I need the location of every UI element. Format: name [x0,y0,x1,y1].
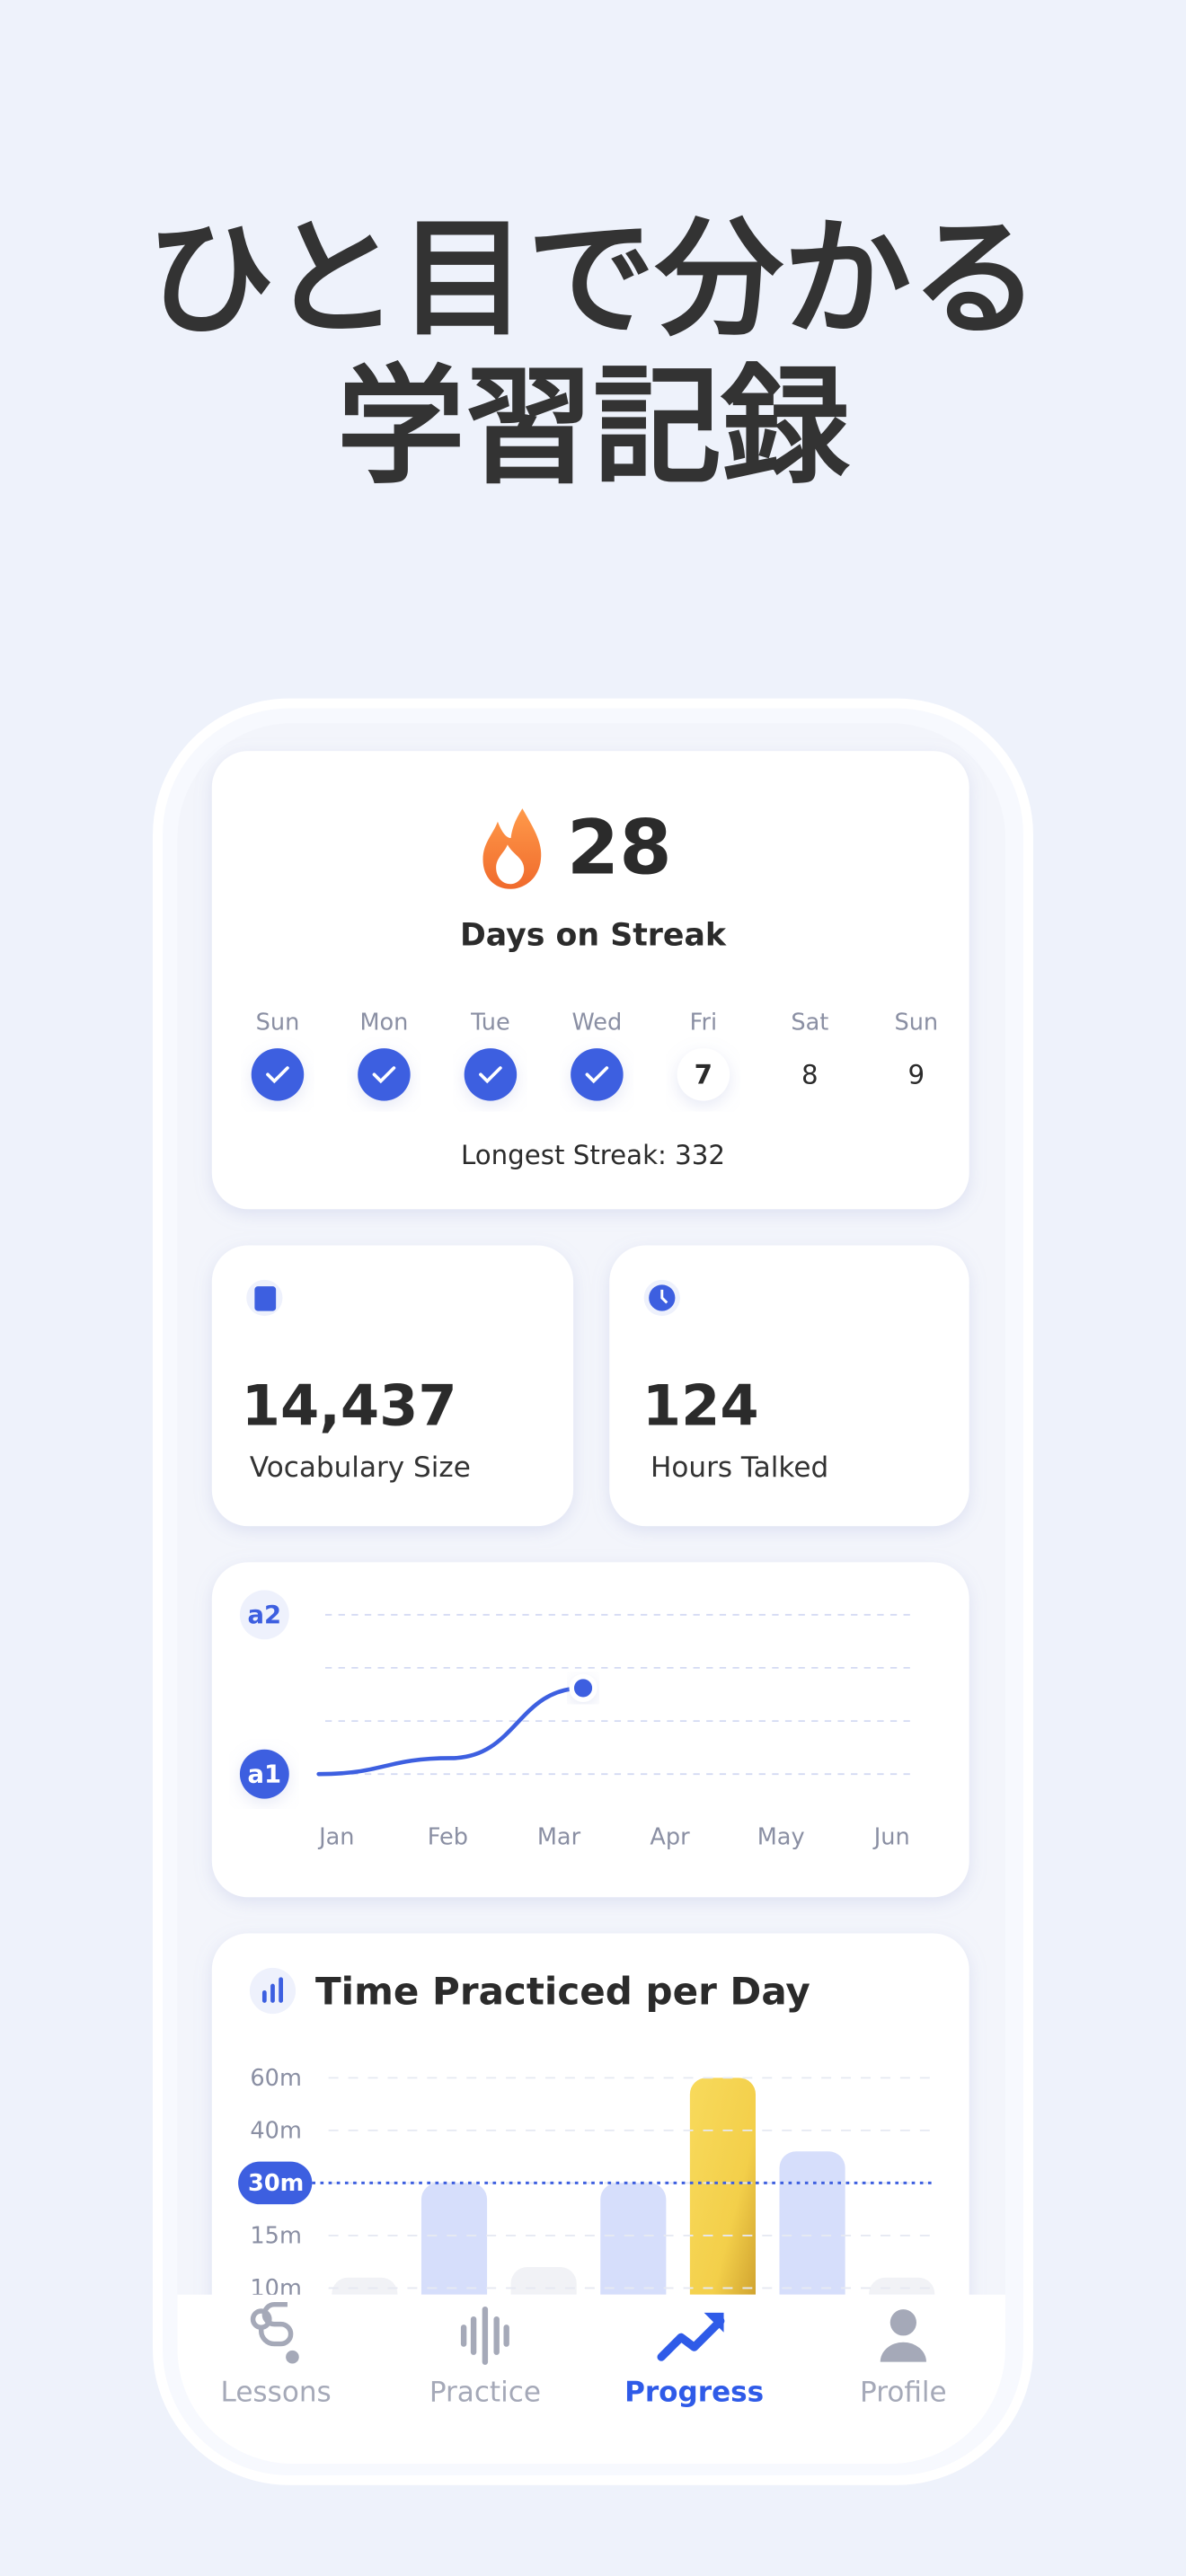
y-tick-label: 30m [248,2170,304,2197]
y-tick-label: 60m [250,2065,301,2092]
icon-part [258,2301,294,2347]
day-name: Sun [894,1010,938,1037]
icon-part [657,2316,725,2361]
y-tick-label: 40m [250,2118,301,2145]
headline: 学習記録 [337,352,851,501]
level-card [211,1562,969,1898]
x-tick-label: Apr [650,1823,690,1850]
bar [689,2078,756,2295]
book-icon [254,1286,277,1311]
level-badge [239,1749,289,1799]
bar [420,2183,488,2295]
tab-bar-bg [177,2294,1005,2465]
day-name: Sun [256,1010,300,1037]
streak-label: Days on Streak [460,918,727,954]
tab-label[interactable]: Progress [624,2376,764,2408]
day-name: Tue [470,1010,510,1037]
stat-label: Hours Talked [651,1451,828,1484]
x-tick-label: Mar [537,1823,581,1850]
tab-icon [460,2306,509,2365]
day-name: Fri [690,1010,717,1037]
y-tick-label: 15m [250,2223,301,2250]
headline: ひと目で分かる [146,205,1040,354]
icon-part [890,2309,916,2336]
day-date: 9 [907,1060,925,1090]
day-name: Sat [791,1010,828,1037]
bar [600,2183,667,2295]
chart-title: Time Practiced per Day [315,1970,810,2014]
flame-icon-inner [496,844,525,885]
streak-count: 28 [567,803,672,891]
x-tick-label: Feb [428,1823,468,1850]
tab-bar: Lessons Practice Progress Profile [177,2294,1005,2465]
y-tick-label: a1 [248,1760,282,1788]
bars [332,2078,935,2295]
longest-streak: Longest Streak: 332 [461,1140,725,1170]
y-tick-label: a2 [248,1601,282,1629]
bar [869,2277,935,2295]
tab-label[interactable]: Practice [429,2376,541,2408]
level-badge [239,1590,289,1640]
check-mark [372,1066,396,1084]
content: 28 Days on Streak Sun Mon Tue Wed Fri 7 Sat 8 Sun 9… [238,803,938,2302]
bars-icon [261,1977,284,2003]
check-mark [479,1066,502,1084]
level-line [316,1686,586,1777]
stat-value: 124 [642,1372,759,1438]
stat-value: 14,437 [242,1372,457,1438]
x-tick-label: Jan [317,1823,354,1850]
check-mark [585,1066,609,1084]
tab-icon [880,2309,926,2362]
day-check [571,1048,624,1101]
clock-hands [660,1289,668,1304]
stat-label: Vocabulary Size [250,1451,471,1484]
icon-part [286,2350,299,2364]
day-check [358,1048,411,1101]
tick-highlight [238,2161,313,2205]
bar [332,2277,398,2295]
streak-card [211,751,969,1210]
x-tick-label: Jun [872,1823,910,1850]
level-point [569,1673,597,1702]
icon-part [880,2342,926,2362]
day-date: 7 [695,1060,712,1090]
tab-label[interactable]: Profile [860,2376,947,2408]
day-today [677,1048,730,1101]
day-name: Wed [572,1010,623,1037]
check-mark [266,1066,289,1084]
day-name: Mon [359,1010,408,1037]
stat-card [609,1245,969,1527]
tab-label[interactable]: Lessons [221,2376,332,2408]
stat-card [211,1245,574,1527]
day-check [251,1048,305,1101]
day-check [464,1048,518,1101]
x-tick-label: May [757,1823,805,1850]
bar [779,2151,845,2295]
day-date: 8 [801,1060,819,1090]
tab-icon [250,2301,299,2364]
